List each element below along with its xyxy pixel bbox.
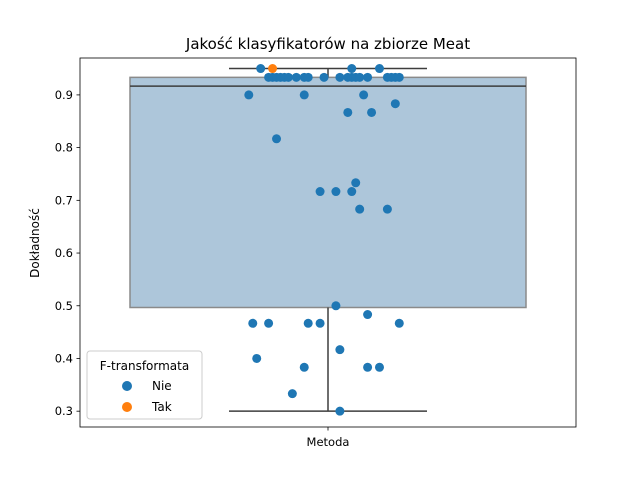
data-point-nie <box>363 72 373 82</box>
data-point-nie <box>355 72 365 82</box>
data-point-nie <box>299 90 309 100</box>
data-point-nie <box>303 318 313 328</box>
data-point-nie <box>351 178 361 188</box>
data-point-nie <box>394 318 404 328</box>
x-tick-label: Metoda <box>307 435 350 449</box>
data-point-nie <box>363 310 373 320</box>
box-iqr <box>129 76 527 309</box>
y-tick-label: 0.6 <box>55 246 73 260</box>
legend-marker-tak <box>122 402 132 412</box>
legend-frame <box>86 350 203 420</box>
data-point-nie <box>335 406 345 416</box>
y-axis: 0.3 0.4 0.5 0.6 0.7 0.8 0.9 <box>55 88 80 418</box>
y-tick-label: 0.4 <box>55 351 73 365</box>
data-point-nie <box>272 134 282 144</box>
chart-title: Jakość klasyfikatorów na zbiorze Meat <box>185 35 470 53</box>
data-point-nie <box>343 107 353 117</box>
data-point-nie <box>291 72 301 82</box>
y-axis-label: Dokładność <box>28 208 42 278</box>
legend-label-nie: Nie <box>152 379 172 393</box>
data-point-nie <box>315 187 325 197</box>
data-point-nie <box>355 204 365 214</box>
data-point-nie <box>347 187 357 197</box>
data-point-nie <box>248 318 258 328</box>
y-tick-label: 0.8 <box>55 141 73 155</box>
legend: F-transformata Nie Tak <box>86 350 203 420</box>
data-point-nie <box>303 72 313 82</box>
legend-title: F-transformata <box>100 359 189 373</box>
data-point-nie <box>319 72 329 82</box>
data-point-nie <box>347 64 357 74</box>
data-point-nie <box>315 318 325 328</box>
data-point-nie <box>335 345 345 355</box>
data-point-nie <box>264 318 274 328</box>
legend-label-tak: Tak <box>151 400 172 414</box>
data-point-nie <box>331 301 341 311</box>
data-point-nie <box>252 353 262 363</box>
data-point-nie <box>374 64 384 74</box>
data-point-nie <box>256 64 266 74</box>
plot-area <box>129 64 527 416</box>
data-point-nie <box>374 362 384 372</box>
data-point-nie <box>283 72 293 82</box>
y-tick-label: 0.5 <box>55 299 73 313</box>
data-point-nie <box>394 72 404 82</box>
data-point-nie <box>359 90 369 100</box>
data-point-nie <box>382 204 392 214</box>
data-point-nie <box>331 187 341 197</box>
data-point-nie <box>363 362 373 372</box>
data-point-nie <box>299 362 309 372</box>
y-tick-label: 0.3 <box>55 404 73 418</box>
data-point-nie <box>367 107 377 117</box>
data-point-nie <box>390 99 400 109</box>
legend-marker-nie <box>122 381 132 391</box>
data-point-nie <box>244 90 254 100</box>
data-point-nie <box>287 389 297 399</box>
y-tick-label: 0.7 <box>55 193 73 207</box>
data-point-tak <box>268 64 278 74</box>
data-point-nie <box>335 72 345 82</box>
x-axis: Metoda <box>307 427 350 449</box>
y-tick-label: 0.9 <box>55 88 73 102</box>
